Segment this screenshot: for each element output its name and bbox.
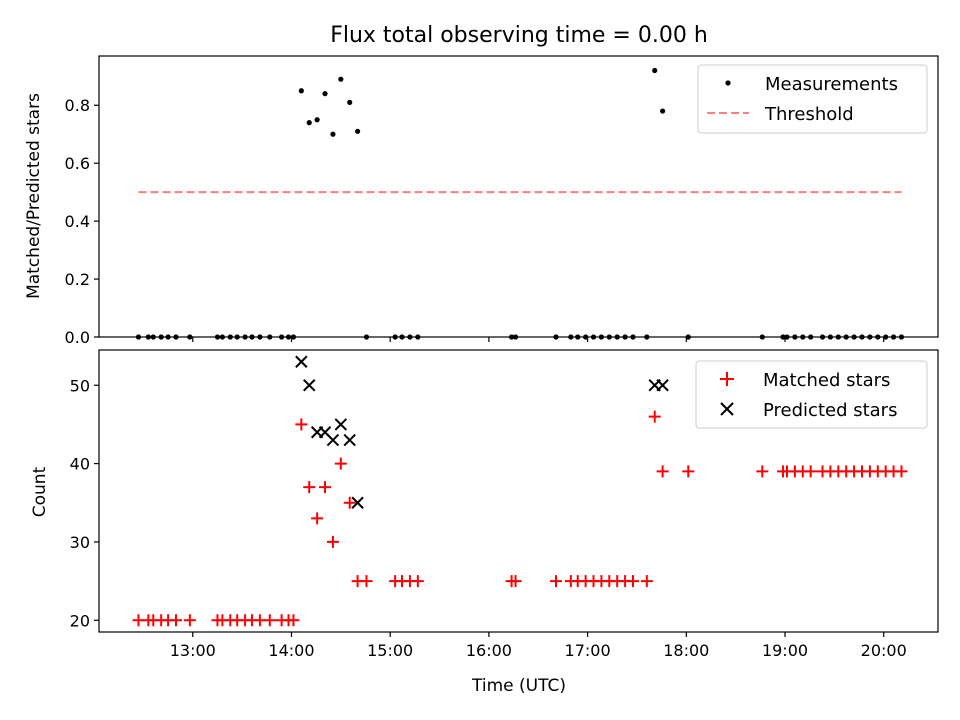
top-x-ticks: [192, 337, 885, 342]
matched-star-point: [756, 465, 769, 478]
legend-predicted-stars-marker: [720, 402, 734, 416]
bottom-y-tick-label: 40: [70, 455, 90, 474]
bottom-x-ticks: 13:00 14:00 15:00 16:00 17:00 18:00 19:00 20:00: [170, 632, 907, 660]
top-plot: 0.00.20.40.60.8 Matched/Predicted stars …: [24, 55, 939, 347]
measurement-point: [314, 117, 320, 123]
measurement-point: [660, 108, 666, 114]
matched-star-point: [334, 457, 347, 470]
matched-star-point: [295, 418, 308, 431]
legend-measurements-label: Measurements: [765, 74, 898, 95]
top-y-tick-label: 0.0: [65, 328, 90, 347]
bottom-plot-marks: [132, 355, 908, 627]
top-legend: Measurements Threshold: [697, 64, 928, 134]
bottom-y-tick-label: 20: [70, 611, 90, 630]
matched-star-point: [360, 575, 373, 588]
matched-star-point: [509, 575, 522, 588]
matched-star-point: [626, 575, 639, 588]
matched-star-point: [169, 614, 182, 627]
legend-predicted-stars-label: Predicted stars: [763, 400, 897, 421]
measurement-point: [322, 91, 328, 97]
measurement-point: [298, 88, 304, 94]
x-tick-label: 16:00: [466, 641, 512, 660]
top-y-tick-label: 0.6: [65, 154, 90, 173]
matched-star-point: [319, 481, 332, 494]
predicted-star-point: [343, 433, 356, 447]
measurement-point: [347, 99, 353, 105]
predicted-star-point: [295, 355, 308, 368]
x-tick-label: 17:00: [565, 641, 611, 660]
predicted-star-point: [303, 379, 316, 392]
matched-star-point: [682, 465, 695, 478]
top-y-ticks: 0.0 0.2 0.4 0.6 0.8: [65, 96, 99, 347]
chart-title: Flux total observing time = 0.00 h: [330, 23, 708, 48]
bottom-axes-frame: [98, 349, 939, 633]
legend-measurements-marker: [725, 80, 731, 86]
x-tick-label: 13:00: [170, 641, 216, 660]
predicted-star-point: [334, 418, 348, 431]
matched-star-point: [343, 496, 356, 509]
legend-matched-stars-marker: [720, 372, 734, 386]
x-tick-label: 19:00: [762, 641, 808, 660]
matched-star-point: [287, 614, 300, 627]
matched-star-point: [183, 614, 196, 627]
bottom-y-axis-label: Count: [30, 466, 50, 517]
matched-star-point: [326, 535, 339, 548]
predicted-star-point: [351, 496, 364, 509]
top-y-tick-label: 0.2: [65, 270, 90, 289]
x-tick-label: 18:00: [663, 641, 709, 660]
predicted-star-point: [656, 379, 669, 392]
bottom-y-tick-label: 50: [70, 376, 90, 395]
measurement-point: [652, 67, 658, 74]
top-y-tick-label: 0.4: [65, 212, 90, 231]
measurement-point: [338, 76, 344, 82]
bottom-y-tick-label: 30: [70, 533, 90, 552]
measurement-point: [330, 131, 336, 137]
matched-star-point: [263, 614, 276, 627]
matched-star-point: [804, 465, 817, 478]
measurement-point: [306, 120, 312, 126]
matched-star-point: [550, 575, 563, 588]
x-tick-label: 20:00: [861, 641, 907, 660]
x-tick-label: 14:00: [268, 641, 314, 660]
legend-matched-stars-label: Matched stars: [763, 370, 890, 391]
matched-star-point: [648, 410, 661, 423]
top-axes-frame: [98, 55, 939, 338]
matched-star-point: [656, 465, 669, 478]
x-tick-label: 15:00: [367, 641, 413, 660]
bottom-y-ticks: 20 30 40 50: [70, 376, 99, 630]
matched-star-point: [640, 575, 653, 588]
measurement-point: [355, 128, 361, 134]
x-axis-label: Time (UTC): [471, 676, 566, 696]
bottom-legend-box: [695, 360, 928, 429]
matched-star-point: [411, 575, 424, 588]
top-legend-box: [697, 64, 928, 134]
matched-star-point: [303, 481, 316, 494]
bottom-legend: Matched stars Predicted stars: [695, 360, 928, 429]
top-y-axis-label: Matched/Predicted stars: [24, 93, 44, 299]
top-y-tick-label: 0.8: [65, 96, 90, 115]
matched-star-point: [895, 465, 908, 478]
predicted-star-point: [326, 433, 340, 447]
legend-threshold-label: Threshold: [764, 104, 854, 125]
matched-star-point: [311, 512, 324, 525]
